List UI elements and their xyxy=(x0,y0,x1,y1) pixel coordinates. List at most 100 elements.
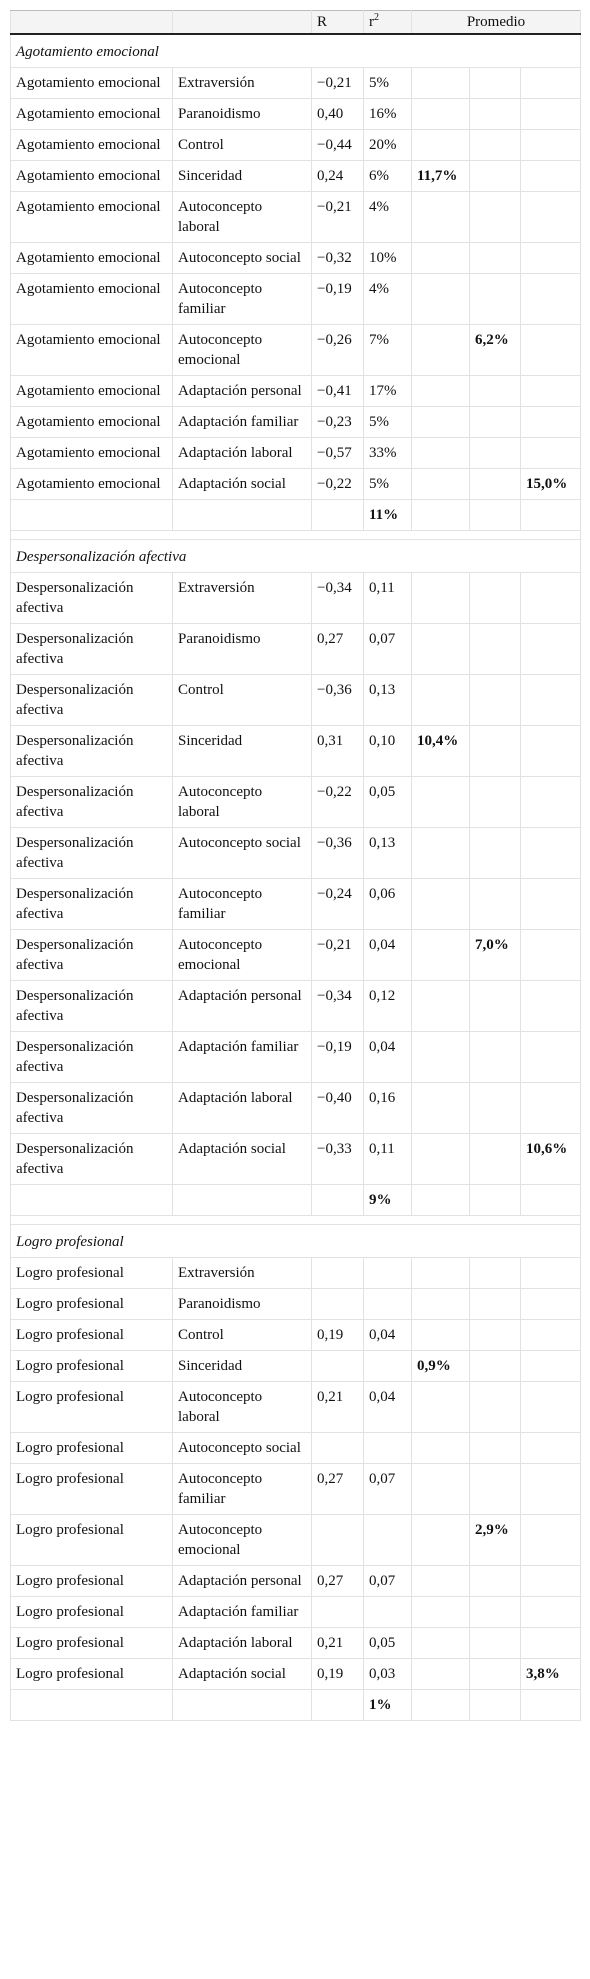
data-row: Despersonalización afectiva Autoconcepto … xyxy=(10,929,582,981)
cell: Despersonalización afectiva xyxy=(10,878,173,930)
cell: −0,41 xyxy=(311,375,364,407)
cell: Autoconcepto familiar xyxy=(172,1463,312,1515)
data-row: Logro profesional Adaptación familiar xyxy=(10,1596,582,1628)
cell xyxy=(411,674,470,726)
cell xyxy=(469,1658,521,1690)
data-row: Agotamiento emocional Adaptación social −0… xyxy=(10,468,582,500)
cell: 0,19 xyxy=(311,1319,364,1351)
cell: −0,21 xyxy=(311,191,364,243)
cell xyxy=(519,623,582,675)
header-cell: r2 xyxy=(363,10,412,35)
cell xyxy=(469,242,521,274)
cell: Agotamiento emocional xyxy=(10,273,173,325)
data-row: Logro profesional Adaptación laboral 0,21 0… xyxy=(10,1627,582,1659)
cell: Adaptación familiar xyxy=(172,406,312,438)
cell xyxy=(311,1288,364,1320)
cell xyxy=(519,1565,582,1597)
cell xyxy=(411,1381,470,1433)
cell xyxy=(363,1288,412,1320)
cell: Despersonalización afectiva xyxy=(10,929,173,981)
cell: 0,07 xyxy=(363,623,412,675)
cell xyxy=(469,1463,521,1515)
spacer-row xyxy=(9,530,582,540)
cell: Autoconcepto familiar xyxy=(172,878,312,930)
cell xyxy=(519,776,582,828)
cell: Logro profesional xyxy=(10,1514,173,1566)
cell: 0,04 xyxy=(363,1319,412,1351)
cell: 0,05 xyxy=(363,776,412,828)
cell: 0,11 xyxy=(363,1133,412,1185)
data-row: Agotamiento emocional Autoconcepto social… xyxy=(10,242,582,274)
total-row: 1% xyxy=(10,1689,582,1721)
cell: −0,36 xyxy=(311,674,364,726)
cell xyxy=(469,878,521,930)
cell: Logro profesional xyxy=(10,1658,173,1690)
cell: 4% xyxy=(363,273,412,325)
cell xyxy=(519,878,582,930)
cell xyxy=(469,273,521,325)
cell: Paranoidismo xyxy=(172,1288,312,1320)
cell xyxy=(519,674,582,726)
cell xyxy=(411,1031,470,1083)
data-row: Logro profesional Control 0,19 0,04 xyxy=(10,1319,582,1351)
cell: Adaptación social xyxy=(172,1133,312,1185)
cell: Agotamiento emocional xyxy=(10,160,173,192)
cell xyxy=(519,1031,582,1083)
data-row: Despersonalización afectiva Autoconcepto … xyxy=(10,878,582,930)
data-row: Logro profesional Extraversión xyxy=(10,1257,582,1289)
cell xyxy=(10,1689,173,1721)
cell xyxy=(411,1319,470,1351)
total-row: 11% xyxy=(10,499,582,531)
table-header: R r2 Promedio xyxy=(10,10,582,35)
header-text: r xyxy=(369,14,374,30)
cell: Agotamiento emocional xyxy=(10,375,173,407)
cell xyxy=(519,1381,582,1433)
cell: 0,40 xyxy=(311,98,364,130)
cell: Despersonalización afectiva xyxy=(10,674,173,726)
cell xyxy=(411,1627,470,1659)
cell xyxy=(469,468,521,500)
cell xyxy=(469,776,521,828)
cell xyxy=(469,499,521,531)
cell xyxy=(469,437,521,469)
data-row: Despersonalización afectiva Extraversión −… xyxy=(10,572,582,624)
cell: 0,04 xyxy=(363,1381,412,1433)
cell: 10% xyxy=(363,242,412,274)
cell: 0,13 xyxy=(363,674,412,726)
cell: 0,24 xyxy=(311,160,364,192)
cell xyxy=(411,1133,470,1185)
cell xyxy=(519,1514,582,1566)
cell: 0,04 xyxy=(363,929,412,981)
cell xyxy=(311,1184,364,1216)
cell: −0,57 xyxy=(311,437,364,469)
cell xyxy=(519,1350,582,1382)
cell xyxy=(519,324,582,376)
cell xyxy=(519,129,582,161)
cell: Logro profesional xyxy=(10,1257,173,1289)
cell: Autoconcepto emocional xyxy=(172,1514,312,1566)
data-row: Agotamiento emocional Autoconcepto labora… xyxy=(10,191,582,243)
cell xyxy=(10,499,173,531)
cell xyxy=(519,375,582,407)
cell: Extraversión xyxy=(172,1257,312,1289)
cell xyxy=(411,1689,470,1721)
cell xyxy=(411,623,470,675)
page: R r2 Promedio Agotamiento emocional Agota… xyxy=(0,10,590,1979)
section-title: Agotamiento emocional xyxy=(9,33,582,68)
cell xyxy=(311,1432,364,1464)
cell: Autoconcepto social xyxy=(172,242,312,274)
cell: Despersonalización afectiva xyxy=(10,623,173,675)
cell: 0,07 xyxy=(363,1565,412,1597)
data-row: Agotamiento emocional Adaptación familiar… xyxy=(10,406,582,438)
cell: 0,06 xyxy=(363,878,412,930)
cell: 6,2% xyxy=(469,324,521,376)
section-title: Logro profesional xyxy=(9,1224,582,1258)
spacer-row xyxy=(9,1215,582,1225)
cell xyxy=(411,980,470,1032)
data-row: Logro profesional Paranoidismo xyxy=(10,1288,582,1320)
data-row: Agotamiento emocional Control −0,44 20% xyxy=(10,129,582,161)
cell: Adaptación laboral xyxy=(172,1627,312,1659)
cell: 0,11 xyxy=(363,572,412,624)
data-row: Agotamiento emocional Autoconcepto emocio… xyxy=(10,324,582,376)
cell xyxy=(469,725,521,777)
